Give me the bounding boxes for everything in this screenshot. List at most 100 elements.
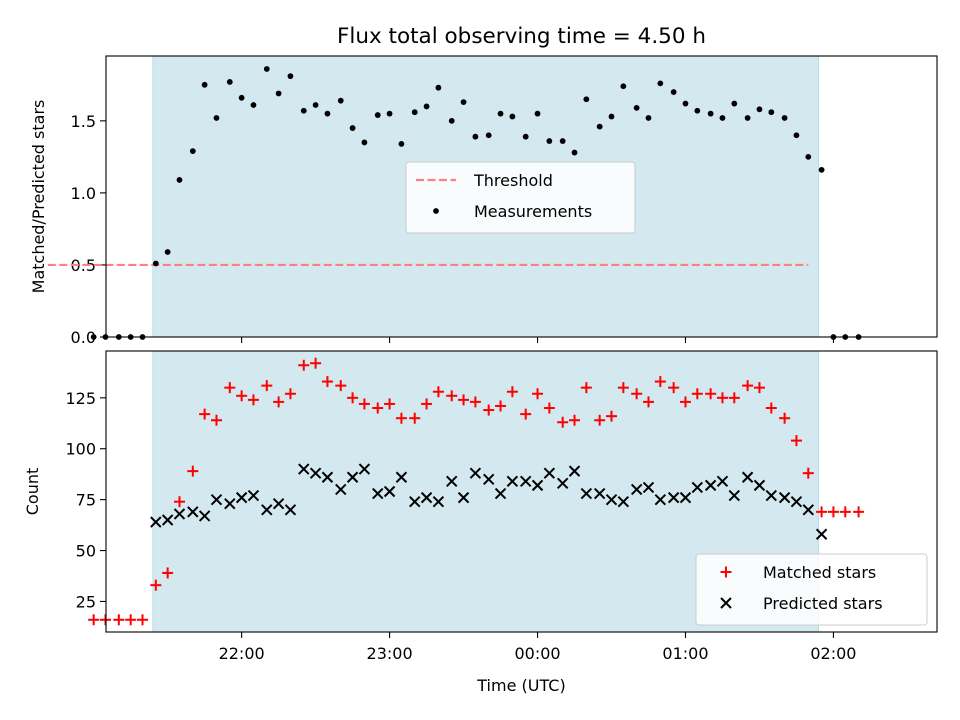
count-matched-stars-point [617,382,629,394]
count-predicted-stars-point [298,463,310,475]
count-predicted-stars-point [593,487,606,500]
count-predicted-stars-point [531,479,544,492]
ratio-measurements-point [608,113,615,120]
ratio-measurements-point [805,153,812,160]
count-legend-box [695,553,928,626]
count-predicted-stars-point [494,487,507,500]
ratio-measurements-point [411,109,418,116]
count-xtick-label: 00:00 [514,644,560,663]
count-xtick-label: 02:00 [810,644,856,663]
ratio-legend: Threshold Measurements [405,161,636,234]
count-matched-stars-point [162,567,174,579]
count-predicted-stars-point [210,493,223,506]
count-matched-stars-point [136,614,148,626]
count-matched-stars-point [691,388,703,400]
ratio-measurements-point [744,115,751,121]
count-matched-stars-point [506,386,518,398]
ratio-measurements-point [522,133,529,140]
count-predicted-stars-point [383,485,396,498]
ratio-measurements-point [620,83,627,90]
ratio-measurements-point [485,132,492,139]
ratio-measurements-point [287,73,294,80]
count-matched-stars-point [224,382,236,394]
ratio-measurements-point [571,149,578,156]
count-matched-stars-point [532,388,544,400]
count-matched-stars-point [631,388,643,400]
ratio-measurements-point [386,110,393,117]
count-matched-stars-point [853,506,865,518]
count-matched-stars-point [395,412,407,424]
count-axes-frame [105,350,938,633]
ratio-measurements-point [707,110,714,117]
ratio-measurements-point [300,107,307,114]
ratio-measurements-point [398,141,405,147]
ratio-measurements-point [670,89,677,95]
count-matched-stars-point [88,614,100,626]
count-predicted-stars-point [247,489,260,502]
count-predicted-stars-point [446,475,458,488]
count-predicted-stars-point [556,477,569,490]
count-matched-stars-point [421,398,433,410]
count-predicted-stars-point [519,475,532,488]
count-matched-stars-point [210,414,222,426]
count-matched-stars-point [273,396,285,408]
ratio-measurements-point [164,249,171,255]
ratio-measurements-point [694,107,701,114]
count-predicted-stars-point [704,479,717,492]
count-predicted-stars-point [654,493,667,506]
count-matched-stars-point [765,402,777,414]
chart-title: Flux total observing time = 4.50 h [337,24,706,49]
count-ylabel: Count [23,468,42,516]
ratio-measurements-point [312,102,319,108]
count-predicted-stars-point [457,491,470,504]
count-matched-stars-point [705,388,717,400]
count-predicted-stars-point [753,479,766,492]
count-matched-stars-point [654,376,666,388]
ratio-measurements-point [818,166,825,173]
count-matched-stars-point [742,380,754,392]
count-matched-stars-point [173,496,185,508]
count-matched-stars-point [372,402,384,414]
count-matched-stars-point [779,412,791,424]
ratio-measurements-point [361,139,368,146]
ratio-measurements-point [90,334,97,340]
count-matched-stars-point [458,394,470,406]
ratio-ylabel: Matched/Predicted stars [29,100,48,294]
ratio-measurements-point [497,110,504,117]
count-predicted-stars-point [284,504,297,516]
count-matched-stars-point [335,380,347,392]
ratio-measurements-point [534,110,541,117]
count-matched-stars-point [347,392,359,404]
ratio-ytick-label: 1.0 [71,184,96,203]
count-matched-stars-point [125,614,137,626]
count-predicted-stars-point [741,471,754,483]
ratio-measurements-point [201,81,208,88]
count-matched-stars-point [790,435,802,447]
count-predicted-stars-point [198,510,211,522]
count-predicted-stars-point [272,498,285,510]
count-predicted-stars-point [150,516,162,528]
count-ytick-label: 100 [65,440,96,459]
count-ytick-label: 50 [76,542,96,561]
count-matched-stars-point [557,416,569,428]
ratio-measurements-point [275,90,282,97]
count-matched-stars-point [409,412,421,424]
ratio-measurements-point [645,115,652,121]
count-predicted-stars-point [261,504,273,516]
count-matched-stars-point [284,388,296,400]
count-matched-stars-point [668,382,680,394]
ratio-measurements-point [546,138,553,144]
ratio-measurements-point [250,102,257,108]
count-predicted-stars-point [358,463,371,475]
ratio-measurements-point [633,104,640,111]
ratio-measurements-point [657,80,664,87]
count-ytick-label: 25 [76,592,96,611]
ratio-ytick-label: 1.5 [71,112,96,131]
count-matched-stars-point [321,376,333,388]
count-predicted-stars-point [617,495,630,508]
count-predicted-stars-point [395,471,408,483]
count-predicted-stars-point [469,467,482,479]
ratio-measurements-point [213,115,220,121]
count-matched-stars-point [679,396,691,408]
count-matched-stars-point [187,465,199,477]
